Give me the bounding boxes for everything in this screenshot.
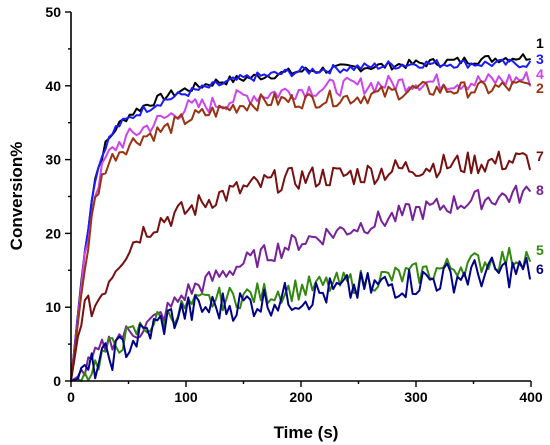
series-line-8: [70, 184, 531, 382]
y-axis-title: Conversion%: [7, 142, 26, 251]
series-label-3: 3: [536, 51, 544, 67]
x-tick-label: 300: [404, 389, 428, 405]
series-label-7: 7: [536, 148, 544, 164]
series-label-5: 5: [536, 242, 544, 258]
series-label-4: 4: [536, 66, 544, 82]
series-line-7: [70, 150, 531, 382]
series-line-4: [70, 71, 531, 382]
x-tick-label: 0: [67, 389, 75, 405]
y-tick-label: 50: [45, 4, 61, 20]
y-tick-label: 10: [45, 299, 61, 315]
x-tick-label: 200: [289, 389, 313, 405]
y-tick-label: 20: [45, 225, 61, 241]
series-line-2: [70, 80, 531, 382]
y-ticks: 0 10 20 30 40 50: [45, 4, 71, 389]
series-label-8: 8: [536, 182, 544, 198]
y-tick-label: 0: [53, 373, 61, 389]
series-label-2: 2: [536, 80, 544, 96]
x-tick-label: 400: [519, 389, 543, 405]
series-layer: [70, 53, 531, 382]
series-line-1: [70, 53, 531, 382]
y-tick-label: 40: [45, 78, 61, 94]
y-tick-label: 30: [45, 152, 61, 168]
series-label-1: 1: [536, 35, 544, 51]
series-line-6: [70, 256, 531, 382]
series-label-6: 6: [536, 261, 544, 277]
series-line-5: [70, 246, 531, 382]
x-axis-title: Time (s): [274, 423, 339, 442]
x-tick-label: 100: [174, 389, 198, 405]
series-line-3: [70, 58, 531, 382]
x-ticks: 0 100 200 300 400: [67, 381, 543, 405]
